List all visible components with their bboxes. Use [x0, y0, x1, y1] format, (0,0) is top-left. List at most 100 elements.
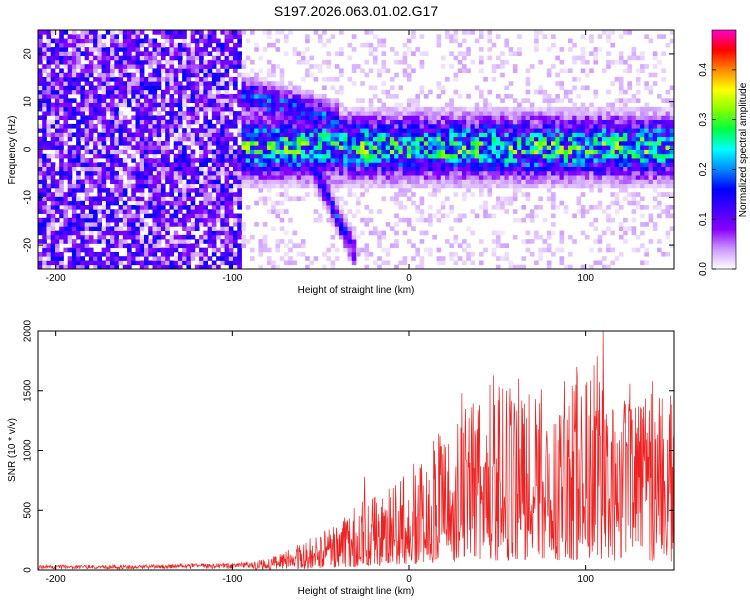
spectrogram-cell: [207, 145, 213, 150]
spectrogram-cell: [542, 111, 548, 116]
spectrogram-cell: [182, 166, 187, 172]
spectrogram-cell: [343, 123, 348, 129]
spectrogram-cell: [122, 136, 128, 142]
spectrogram-cell: [165, 98, 170, 103]
spectrogram-cell: [228, 34, 234, 39]
spectrogram-cell: [93, 34, 98, 39]
spectrogram-cell: [597, 128, 603, 133]
spectrogram-cell: [177, 102, 183, 108]
spectrogram-cell: [275, 192, 281, 197]
spectrogram-cell: [478, 111, 484, 116]
spectrogram-cell: [512, 64, 518, 69]
spectrogram-cell: [508, 47, 514, 52]
spectrogram-cell: [534, 136, 539, 142]
spectrogram-cell: [508, 94, 514, 99]
spectrogram-cell: [546, 162, 552, 167]
spectrogram-cell: [546, 94, 552, 99]
spectrogram-cell: [462, 115, 467, 121]
spectrogram-cell: [339, 153, 344, 159]
spectrogram-cell: [462, 106, 467, 112]
spectrogram-cell: [258, 94, 264, 99]
spectrogram-cell: [423, 166, 429, 172]
spectrogram-cell: [495, 179, 501, 185]
spectrogram-cell: [233, 162, 238, 167]
spectrogram-cell: [101, 51, 107, 57]
spectrogram-cell: [339, 119, 344, 125]
spectrogram-cell: [593, 239, 599, 244]
spectrogram-cell: [576, 106, 582, 112]
spectrogram-cell: [233, 264, 238, 270]
spectrogram-cell: [339, 209, 344, 214]
spectrogram-cell: [597, 47, 603, 52]
spectrogram-cell: [88, 64, 94, 69]
spectrogram-cell: [500, 179, 505, 185]
spectrogram-cell: [63, 55, 69, 61]
spectrogram-cell: [305, 102, 310, 108]
spectrogram-cell: [580, 170, 586, 176]
spectrogram-cell: [266, 260, 272, 266]
spectrogram-cell: [59, 85, 64, 91]
spectrogram-cell: [50, 234, 56, 240]
spectrogram-cell: [63, 217, 69, 223]
spectrogram-cell: [436, 247, 442, 253]
spectrogram-cell: [415, 145, 420, 150]
spectrogram-cell: [584, 106, 590, 112]
spectrogram-cell: [339, 106, 344, 112]
spectrogram-cell: [288, 128, 293, 133]
spectrogram-cell: [546, 132, 552, 138]
spectrogram-cell: [169, 85, 175, 91]
spectrogram-cell: [160, 47, 166, 52]
spectrogram-cell: [173, 98, 179, 103]
spectrogram-cell: [199, 213, 204, 219]
spectrogram-cell: [529, 183, 535, 189]
spectrogram-cell: [169, 30, 175, 35]
spectrogram-cell: [292, 85, 298, 91]
spectrogram-cell: [487, 145, 493, 150]
spectrogram-cell: [152, 55, 158, 61]
spectrogram-cell: [500, 98, 505, 103]
spectrogram-cell: [305, 47, 310, 52]
spectrogram-cell: [551, 98, 556, 103]
spectrogram-cell: [517, 170, 522, 176]
spectrogram-cell: [394, 51, 399, 57]
spectrogram-cell: [160, 162, 166, 167]
spectrogram-cell: [50, 260, 56, 266]
spectrogram-cell: [292, 128, 298, 133]
spectrogram-cell: [50, 209, 56, 214]
spectrogram-cell: [46, 175, 52, 180]
spectrogram-cell: [394, 149, 399, 155]
spectrogram-cell: [266, 166, 272, 172]
spectrogram-cell: [88, 89, 94, 95]
spectrogram-cell: [411, 102, 416, 108]
spectrogram-cell: [211, 217, 217, 223]
spectrogram-cell: [63, 162, 69, 167]
spectrogram-cell: [71, 149, 77, 155]
spectrogram-cell: [415, 264, 420, 270]
spectrogram-cell: [203, 42, 208, 48]
spectrogram-cell: [190, 179, 196, 185]
spectrogram-cell: [419, 115, 425, 121]
spectrogram-cell: [76, 89, 81, 95]
spectrogram-cell: [88, 170, 94, 176]
spectrogram-cell: [466, 166, 471, 172]
spectrogram-cell: [419, 213, 425, 219]
spectrogram-cell: [271, 98, 276, 103]
spectrogram-cell: [110, 47, 115, 52]
spectrogram-cell: [411, 119, 416, 125]
spectrogram-cell: [487, 149, 493, 155]
spectrogram-cell: [67, 192, 73, 197]
spectrogram-cell: [199, 55, 204, 61]
spectrogram-cell: [50, 59, 56, 65]
spectrogram-cell: [466, 106, 471, 112]
spectrogram-cell: [97, 111, 102, 116]
spectrogram-cell: [457, 94, 463, 99]
spectrogram-cell: [300, 59, 306, 65]
spectrogram-cell: [589, 128, 594, 133]
spectrogram-cell: [250, 149, 255, 155]
spectrogram-cell: [483, 200, 488, 206]
spectrogram-cell: [385, 123, 391, 129]
spectrogram-cell: [241, 30, 247, 35]
spectrogram-cell: [250, 166, 255, 172]
spectrogram-cell: [71, 106, 77, 112]
spectrogram-cell: [419, 264, 425, 270]
